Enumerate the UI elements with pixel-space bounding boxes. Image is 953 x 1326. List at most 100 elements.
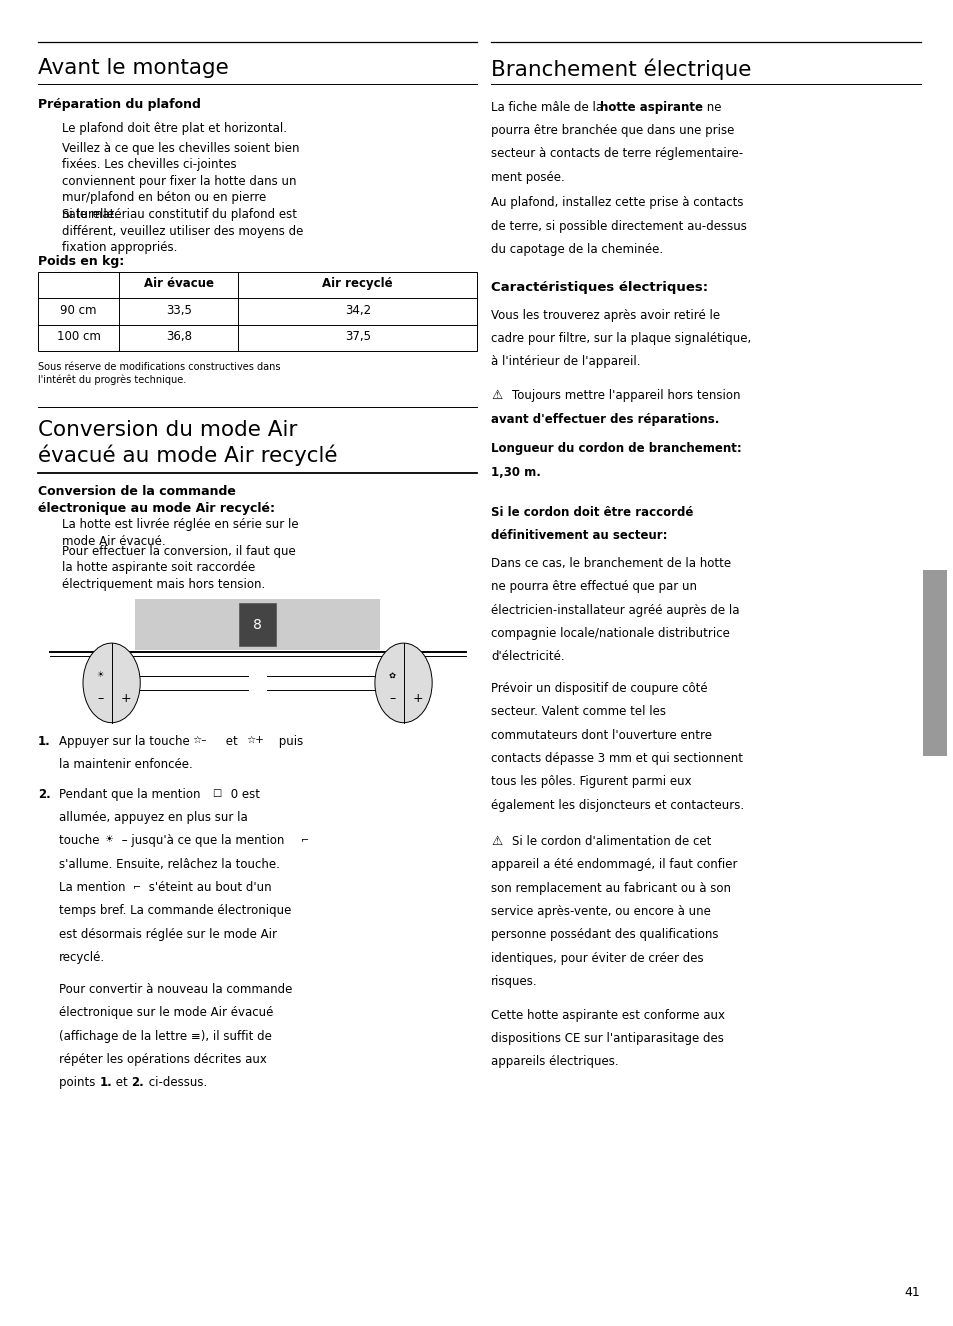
Text: compagnie locale/nationale distributrice: compagnie locale/nationale distributrice [491,627,729,640]
Text: électricien-installateur agréé auprès de la: électricien-installateur agréé auprès de… [491,603,739,617]
Text: ☆+: ☆+ [246,735,264,745]
Text: ne: ne [702,101,720,114]
Text: Dans ce cas, le branchement de la hotte: Dans ce cas, le branchement de la hotte [491,557,731,570]
Text: Toujours mettre l'appareil hors tension: Toujours mettre l'appareil hors tension [512,390,740,402]
Text: d'électricité.: d'électricité. [491,650,564,663]
Text: points: points [59,1077,99,1089]
Text: Le plafond doit être plat et horizontal.: Le plafond doit être plat et horizontal. [62,122,287,135]
Text: Air recyclé: Air recyclé [322,277,393,290]
Text: ⚠: ⚠ [491,835,502,847]
Text: Préparation du plafond: Préparation du plafond [38,98,201,111]
Circle shape [83,643,140,723]
Text: commutateurs dont l'ouverture entre: commutateurs dont l'ouverture entre [491,729,712,741]
Text: ne pourra être effectué que par un: ne pourra être effectué que par un [491,581,697,593]
Text: Sous réserve de modifications constructives dans
l'intérêt du progrès technique.: Sous réserve de modifications constructi… [38,362,280,386]
Text: Conversion du mode Air
évacué au mode Air recyclé: Conversion du mode Air évacué au mode Ai… [38,420,337,467]
Text: Cette hotte aspirante est conforme aux: Cette hotte aspirante est conforme aux [491,1009,724,1022]
Text: Si le matériau constitutif du plafond est
différent, veuillez utiliser des moyen: Si le matériau constitutif du plafond es… [62,208,303,255]
Text: 8: 8 [253,618,262,631]
Text: tous les pôles. Figurent parmi eux: tous les pôles. Figurent parmi eux [491,776,691,789]
Text: Pendant que la mention: Pendant que la mention [59,788,204,801]
Text: 0 est: 0 est [227,788,260,801]
Text: Branchement électrique: Branchement électrique [491,58,751,80]
Text: ☆–: ☆– [193,735,207,745]
Text: ☀: ☀ [96,671,104,679]
Text: appareils électriques.: appareils électriques. [491,1055,618,1069]
Text: avant d'effectuer des réparations.: avant d'effectuer des réparations. [491,412,719,426]
Text: Au plafond, installez cette prise à contacts: Au plafond, installez cette prise à cont… [491,196,743,210]
Text: du capotage de la cheminée.: du capotage de la cheminée. [491,243,662,256]
Text: +: + [120,692,132,705]
Text: s'allume. Ensuite, relâchez la touche.: s'allume. Ensuite, relâchez la touche. [59,858,280,871]
Text: □: □ [212,788,221,798]
Text: électronique sur le mode Air évacué: électronique sur le mode Air évacué [59,1006,274,1020]
Text: allumée, appuyez en plus sur la: allumée, appuyez en plus sur la [59,812,248,823]
Text: La fiche mâle de la: La fiche mâle de la [491,101,606,114]
Text: 100 cm: 100 cm [57,330,100,343]
Text: temps bref. La commande électronique: temps bref. La commande électronique [59,904,292,918]
Text: 1.: 1. [99,1077,112,1089]
Text: cadre pour filtre, sur la plaque signalétique,: cadre pour filtre, sur la plaque signalé… [491,332,751,345]
Text: touche: touche [59,834,103,847]
Text: –: – [97,692,103,705]
Text: dispositions CE sur l'antiparasitage des: dispositions CE sur l'antiparasitage des [491,1032,723,1045]
Text: pourra être branchée que dans une prise: pourra être branchée que dans une prise [491,125,734,137]
Bar [923,570,946,756]
Text: Conversion de la commande
électronique au mode Air recyclé:: Conversion de la commande électronique a… [38,485,274,514]
Text: identiques, pour éviter de créer des: identiques, pour éviter de créer des [491,952,703,964]
Text: de terre, si possible directement au-dessus: de terre, si possible directement au-des… [491,220,746,232]
Text: Vous les trouverez après avoir retiré le: Vous les trouverez après avoir retiré le [491,309,720,322]
Text: ⌐: ⌐ [300,834,309,845]
Text: contacts dépasse 3 mm et qui sectionnent: contacts dépasse 3 mm et qui sectionnent [491,752,742,765]
Text: secteur. Valent comme tel les: secteur. Valent comme tel les [491,705,665,719]
Text: Si le cordon d'alimentation de cet: Si le cordon d'alimentation de cet [512,835,711,847]
Text: puis: puis [274,735,303,748]
Text: (affichage de la lettre ≡), il suffit de: (affichage de la lettre ≡), il suffit de [59,1029,272,1042]
Text: risques.: risques. [491,975,537,988]
Text: est désormais réglée sur le mode Air: est désormais réglée sur le mode Air [59,928,277,940]
Bar [38,272,476,351]
Text: ci-dessus.: ci-dessus. [145,1077,207,1089]
Text: Avant le montage: Avant le montage [38,58,229,78]
Text: 33,5: 33,5 [166,304,192,317]
Text: appareil a été endommagé, il faut confier: appareil a été endommagé, il faut confie… [491,858,737,871]
Text: Prévoir un dispositif de coupure côté: Prévoir un dispositif de coupure côté [491,682,707,695]
Text: Poids en kg:: Poids en kg: [38,255,124,268]
Text: hotte aspirante: hotte aspirante [599,101,702,114]
Text: personne possédant des qualifications: personne possédant des qualifications [491,928,718,941]
Text: Pour effectuer la conversion, il faut que
la hotte aspirante soit raccordée
élec: Pour effectuer la conversion, il faut qu… [62,545,295,591]
Text: Pour convertir à nouveau la commande: Pour convertir à nouveau la commande [59,983,293,996]
Text: Caractéristiques électriques:: Caractéristiques électriques: [491,281,708,294]
Text: ⌐: ⌐ [132,880,141,891]
Text: ☀: ☀ [104,834,112,845]
Text: La mention: La mention [59,880,130,894]
Text: ✿: ✿ [388,671,395,679]
Bar [135,599,379,650]
Circle shape [375,643,432,723]
Text: et: et [112,1077,131,1089]
Text: Veillez à ce que les chevilles soient bien
fixées. Les chevilles ci-jointes
conv: Veillez à ce que les chevilles soient bi… [62,142,299,221]
Text: son remplacement au fabricant ou à son: son remplacement au fabricant ou à son [491,882,731,895]
Text: –: – [389,692,395,705]
Text: à l'intérieur de l'appareil.: à l'intérieur de l'appareil. [491,355,640,369]
Text: 2.: 2. [131,1077,143,1089]
Text: 34,2: 34,2 [344,304,371,317]
Text: Si le cordon doit être raccordé: Si le cordon doit être raccordé [491,507,693,518]
Text: 36,8: 36,8 [166,330,192,343]
Text: La hotte est livrée réglée en série sur le
mode Air évacué.: La hotte est livrée réglée en série sur … [62,518,298,548]
Bar [239,603,275,646]
Text: 1,30 m.: 1,30 m. [491,465,540,479]
Text: service après-vente, ou encore à une: service après-vente, ou encore à une [491,904,710,918]
Text: Air évacue: Air évacue [144,277,213,290]
Text: recyclé.: recyclé. [59,951,105,964]
Text: définitivement au secteur:: définitivement au secteur: [491,529,667,542]
Text: la maintenir enfoncée.: la maintenir enfoncée. [59,758,193,770]
Text: Appuyer sur la touche: Appuyer sur la touche [59,735,193,748]
Text: 1.: 1. [38,735,51,748]
Text: Longueur du cordon de branchement:: Longueur du cordon de branchement: [491,443,741,455]
Text: s'éteint au bout d'un: s'éteint au bout d'un [145,880,272,894]
Text: 37,5: 37,5 [344,330,371,343]
Text: ment posée.: ment posée. [491,171,564,184]
Text: 41: 41 [903,1286,920,1299]
Text: également les disjoncteurs et contacteurs.: également les disjoncteurs et contacteur… [491,798,743,812]
